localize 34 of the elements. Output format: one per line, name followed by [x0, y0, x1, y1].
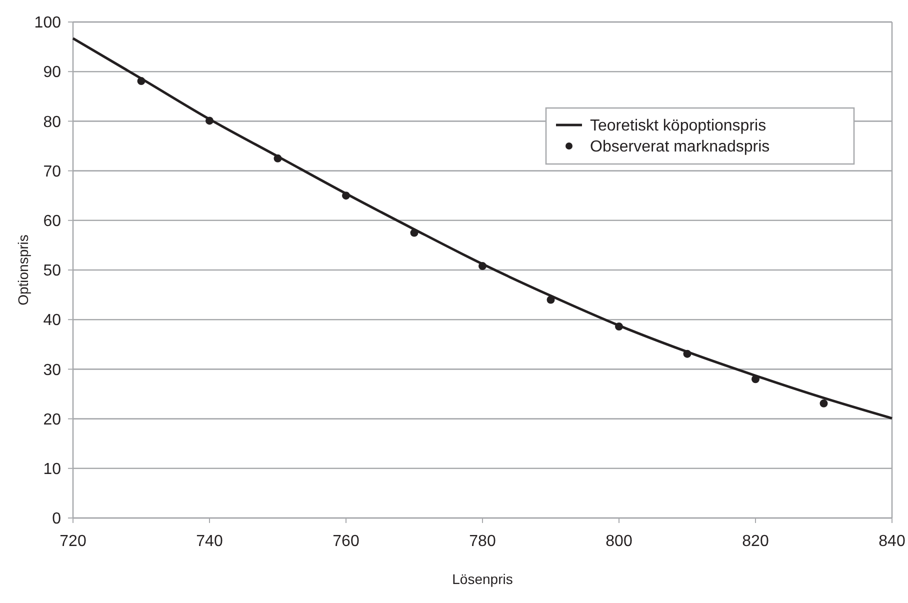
point — [615, 322, 623, 331]
point — [206, 116, 214, 125]
x-tick-label: 780 — [469, 533, 496, 550]
point — [820, 399, 828, 408]
x-tick-label: 720 — [60, 533, 86, 550]
y-tick-label: 20 — [43, 411, 62, 428]
point — [478, 262, 486, 270]
point — [546, 296, 555, 304]
y-tick-label: 40 — [43, 312, 62, 330]
point — [410, 228, 418, 237]
y-tick-label: 100 — [34, 14, 62, 32]
y-tick-label: 80 — [43, 114, 62, 131]
y-tick-label: 70 — [43, 163, 62, 180]
legend-label: Observerat marknadspris — [590, 138, 770, 156]
y-tick-label: 90 — [43, 64, 62, 82]
y-tick-label: 60 — [43, 213, 62, 230]
x-tick-label: 740 — [196, 533, 223, 550]
y-tick-label: 0 — [52, 510, 62, 528]
x-tick-label: 820 — [742, 533, 769, 550]
y-tick-label: 30 — [43, 362, 62, 379]
y-tick-label: 50 — [43, 262, 62, 280]
point — [342, 192, 350, 200]
y-tick-label: 10 — [43, 461, 62, 478]
legend-label: Teoretiskt köpoptionspris — [590, 118, 766, 135]
point — [752, 375, 760, 384]
point — [137, 77, 146, 86]
point — [683, 350, 692, 358]
x-tick-label: 760 — [332, 533, 360, 550]
x-tick-label: 840 — [878, 533, 906, 550]
line-series — [72, 37, 894, 420]
point — [274, 154, 282, 162]
x-axis-title: Lösenpris — [452, 571, 513, 587]
x-tick-label: 800 — [606, 533, 632, 550]
y-axis-title: Optionspris — [15, 234, 31, 306]
